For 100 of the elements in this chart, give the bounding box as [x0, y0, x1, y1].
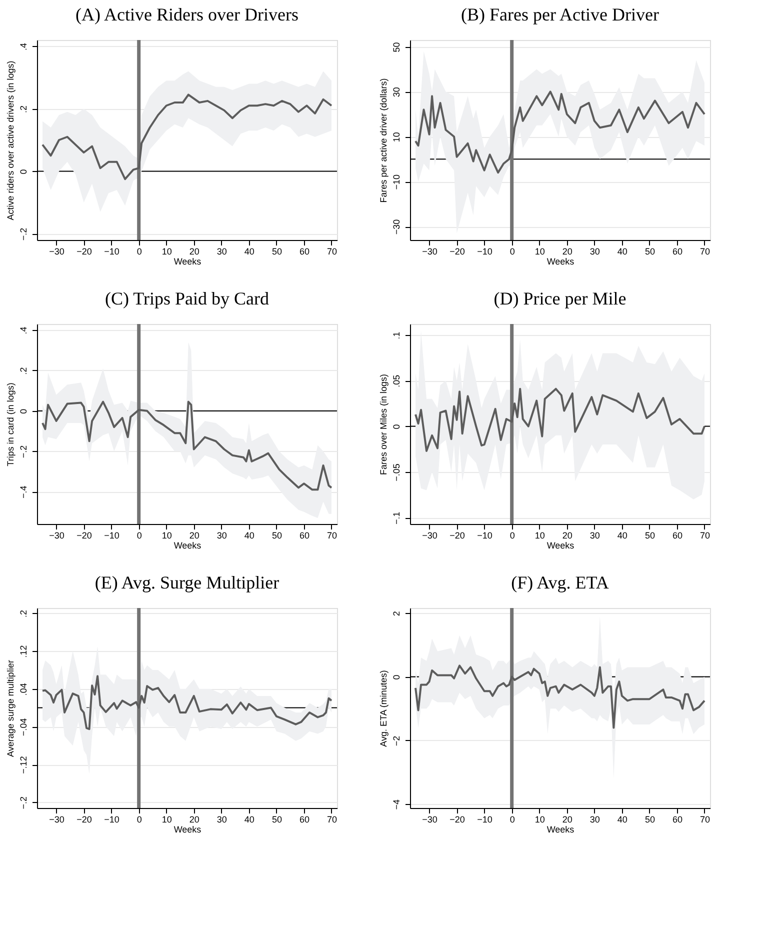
x-tick-label: 60 [672, 814, 682, 824]
x-tick-label: 70 [326, 246, 338, 256]
x-tick-label: 30 [216, 814, 227, 824]
x-axis-title: Weeks [174, 256, 202, 266]
y-tick-label: .4 [18, 42, 28, 51]
x-tick-label: 40 [244, 246, 254, 256]
y-tick-label: −.04 [18, 718, 28, 736]
chart-title: (C) Trips Paid by Card [104, 288, 270, 308]
y-tick-label: 0 [392, 674, 402, 680]
x-tick-label: −20 [450, 814, 465, 824]
y-tick-label: .1 [392, 332, 402, 340]
y-tick-label: 50 [392, 42, 402, 52]
x-tick-label: −20 [76, 530, 92, 540]
y-tick-label: .2 [18, 610, 28, 618]
x-tick-label: −10 [477, 246, 492, 256]
x-tick-label: 70 [700, 246, 710, 256]
y-tick-label: −.1 [392, 512, 402, 524]
x-axis-title: Weeks [174, 824, 202, 834]
x-tick-label: −30 [49, 246, 64, 256]
line-series [42, 94, 332, 180]
x-tick-label: 20 [189, 814, 200, 824]
chart-title: (B) Fares per Active Driver [461, 4, 659, 24]
x-tick-label: 50 [644, 246, 655, 256]
x-tick-label: −10 [104, 246, 120, 256]
x-tick-label: −20 [450, 530, 465, 540]
x-tick-label: 30 [590, 814, 600, 824]
y-tick-label: −.05 [392, 464, 402, 482]
x-tick-label: 40 [244, 530, 254, 540]
line-series [42, 675, 332, 730]
x-axis-title: Weeks [546, 540, 575, 550]
x-tick-label: 60 [299, 814, 310, 824]
y-tick-label: −.2 [18, 445, 28, 458]
x-tick-label: 30 [216, 246, 227, 256]
x-tick-label: −30 [422, 246, 438, 256]
x-tick-label: 50 [272, 814, 282, 824]
y-axis-title: Active riders over active drivers (in logs) [6, 60, 16, 220]
y-tick-label: −30 [392, 219, 402, 235]
line-series [42, 400, 332, 491]
x-tick-label: −10 [477, 530, 492, 540]
x-tick-label: −20 [76, 246, 92, 256]
x-tick-label: −30 [49, 814, 64, 824]
y-axis-title: Avg. ETA (minutes) [378, 670, 388, 747]
x-axis-title: Weeks [546, 256, 575, 266]
y-axis-title: Fares per active driver (dollars) [378, 78, 388, 203]
x-tick-label: 0 [136, 530, 142, 540]
x-tick-label: 70 [700, 814, 710, 824]
y-tick-label: .2 [18, 105, 28, 114]
x-tick-label: 20 [562, 530, 572, 540]
line-series [414, 388, 706, 452]
y-tick-label: 0 [18, 169, 28, 174]
x-tick-label: 60 [672, 246, 682, 256]
x-tick-label: −10 [104, 530, 120, 540]
x-tick-label: 40 [244, 814, 254, 824]
y-tick-label: −10 [392, 174, 402, 190]
y-tick-label: −.2 [18, 228, 28, 241]
y-tick-label: .04 [18, 683, 28, 696]
x-tick-label: 20 [562, 246, 572, 256]
x-tick-label: 40 [617, 814, 628, 824]
y-tick-label: −.12 [18, 756, 28, 774]
chart-title: (E) Avg. Surge Multiplier [94, 572, 280, 592]
x-tick-label: 50 [644, 814, 655, 824]
y-tick-label: .2 [18, 367, 28, 375]
x-tick-label: 30 [590, 246, 600, 256]
x-axis-title: Weeks [546, 824, 575, 834]
y-tick-label: .4 [18, 326, 28, 334]
x-tick-label: 10 [534, 246, 545, 256]
x-tick-label: 50 [644, 530, 655, 540]
x-tick-label: 10 [162, 530, 172, 540]
x-tick-label: 10 [534, 814, 545, 824]
x-tick-label: 10 [162, 246, 172, 256]
x-tick-label: 20 [562, 814, 572, 824]
y-tick-label: 0 [18, 408, 28, 414]
x-tick-label: 60 [299, 530, 310, 540]
x-tick-label: 70 [326, 814, 338, 824]
y-tick-label: 10 [392, 132, 402, 142]
y-tick-label: −.2 [18, 796, 28, 810]
x-tick-label: 50 [272, 246, 282, 256]
y-tick-label: .12 [18, 645, 28, 658]
chart-title: (A) Active Riders over Drivers [76, 4, 298, 24]
x-tick-label: 20 [189, 246, 200, 256]
x-tick-label: −20 [76, 814, 92, 824]
y-tick-label: .05 [392, 374, 402, 388]
x-tick-label: −30 [422, 814, 438, 824]
x-axis-title: Weeks [174, 540, 202, 550]
x-tick-label: 0 [510, 246, 515, 256]
x-tick-label: 30 [590, 530, 600, 540]
x-tick-label: −30 [49, 530, 64, 540]
x-tick-label: 10 [534, 530, 545, 540]
y-tick-label: 2 [392, 611, 402, 616]
x-tick-label: 0 [510, 814, 515, 824]
x-tick-label: 60 [299, 246, 310, 256]
line-series [414, 90, 706, 174]
x-tick-label: 0 [136, 814, 142, 824]
x-tick-label: 70 [700, 530, 710, 540]
y-tick-label: −.4 [18, 486, 28, 499]
y-axis-title: Fares over Miles (in logs) [378, 374, 388, 476]
y-tick-label: 0 [392, 424, 402, 430]
chart-title: (D) Price per Mile [494, 288, 626, 308]
x-tick-label: 50 [272, 530, 282, 540]
x-tick-label: 70 [326, 530, 338, 540]
